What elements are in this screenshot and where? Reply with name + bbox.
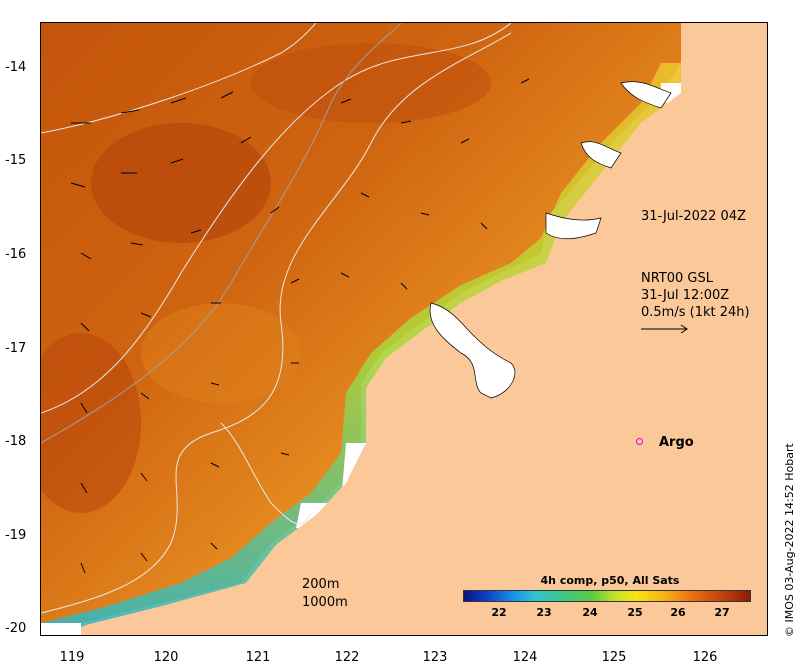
contour-1000-label: 1000m — [302, 595, 348, 610]
land-region — [65, 23, 767, 635]
x-tick: 122 — [334, 650, 360, 665]
y-tick: -17 — [5, 341, 27, 356]
argo-float-marker[interactable] — [636, 438, 643, 445]
x-tick: 124 — [512, 650, 538, 665]
colorbar-tick: 23 — [536, 606, 552, 619]
bathymetry-contours — [41, 23, 512, 614]
contour-200-label: 200m — [302, 577, 340, 592]
x-tick: 126 — [692, 650, 718, 665]
current-model-label: NRT00 GSL — [641, 271, 713, 286]
sst-map — [40, 22, 768, 636]
x-tick: 120 — [153, 650, 179, 665]
current-scale-label: 0.5m/s (1kt 24h) — [641, 305, 750, 320]
coastline-detail — [429, 81, 672, 399]
colorbar-tick: 22 — [491, 606, 507, 619]
colorbar-title: 4h comp, p50, All Sats — [540, 574, 680, 587]
x-tick: 123 — [422, 650, 448, 665]
current-time-label: 31-Jul 12:00Z — [641, 288, 730, 303]
colorbar-tick: 24 — [582, 606, 598, 619]
sst-colorbar — [463, 590, 751, 602]
y-tick: -16 — [5, 247, 27, 262]
colorbar-tick: 25 — [627, 606, 643, 619]
argo-label: Argo — [659, 435, 694, 450]
x-tick: 121 — [245, 650, 271, 665]
colorbar-tick: 26 — [670, 606, 686, 619]
credit-label: © IMOS 03-Aug-2022 14:52 Hobart — [783, 443, 796, 637]
current-scale-arrow — [641, 324, 688, 334]
x-tick: 125 — [601, 650, 627, 665]
y-tick: -14 — [5, 60, 27, 75]
current-vectors — [70, 78, 530, 574]
sst-map-canvas — [41, 23, 767, 635]
y-tick: -15 — [5, 153, 27, 168]
colorbar-tick: 27 — [714, 606, 730, 619]
timestamp-label: 31-Jul-2022 04Z — [641, 209, 746, 224]
x-tick: 119 — [59, 650, 85, 665]
y-tick: -18 — [5, 434, 27, 449]
y-tick: -20 — [5, 621, 27, 636]
y-tick: -19 — [5, 528, 27, 543]
